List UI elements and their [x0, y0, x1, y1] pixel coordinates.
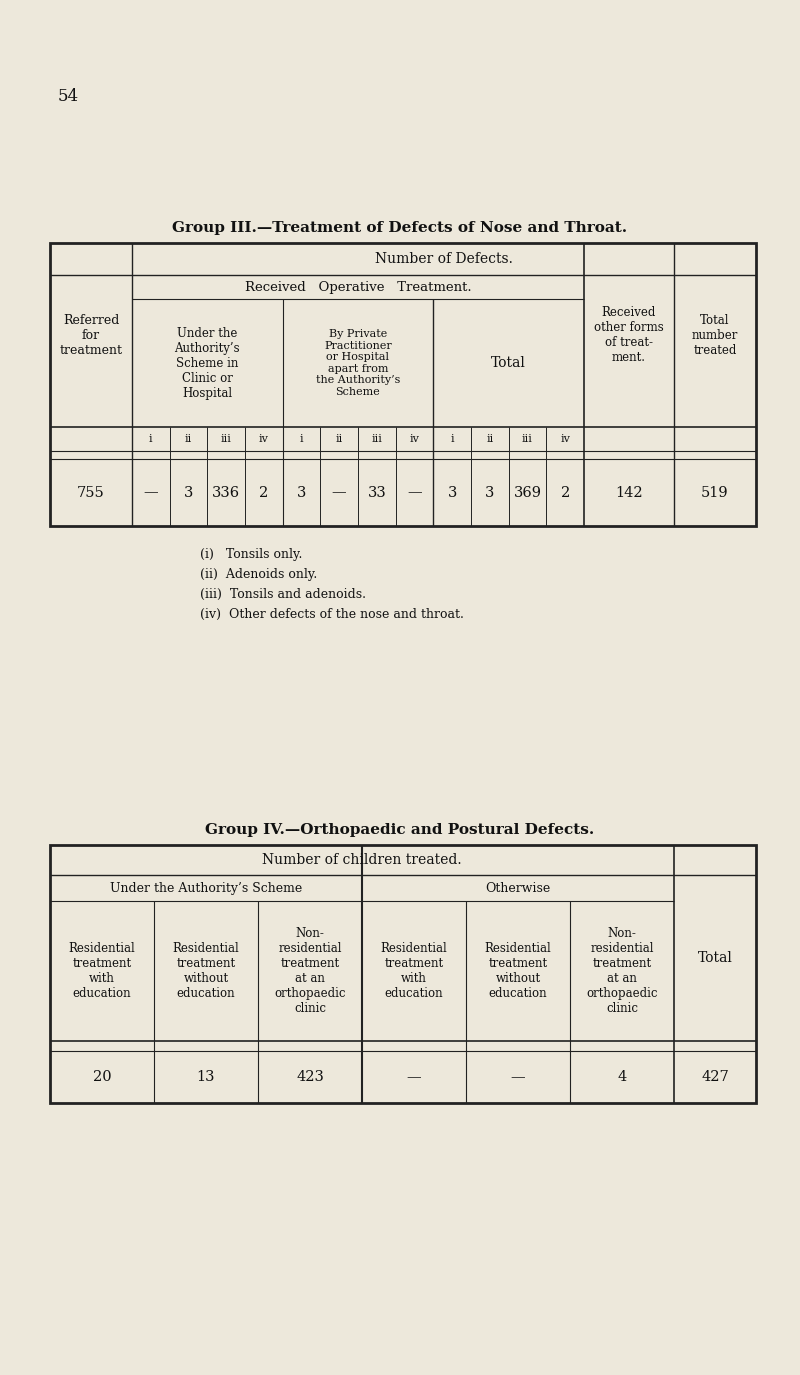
- Text: Total
number
treated: Total number treated: [692, 314, 738, 356]
- Text: 2: 2: [259, 485, 269, 499]
- Text: Total: Total: [698, 951, 733, 965]
- Text: Residential
treatment
without
education: Residential treatment without education: [173, 942, 239, 1000]
- Bar: [50, 846, 756, 1103]
- Text: iv: iv: [259, 434, 269, 444]
- Text: —: —: [143, 485, 158, 499]
- Text: Non-
residential
treatment
at an
orthopaedic
clinic: Non- residential treatment at an orthopa…: [274, 927, 346, 1015]
- Text: i: i: [149, 434, 153, 444]
- Text: 33: 33: [367, 485, 386, 499]
- Text: —: —: [407, 485, 422, 499]
- Text: Group III.—Treatment of Defects of Nose and Throat.: Group III.—Treatment of Defects of Nose …: [173, 221, 627, 235]
- Text: Under the Authority’s Scheme: Under the Authority’s Scheme: [110, 881, 302, 895]
- Text: 4: 4: [618, 1070, 626, 1084]
- Text: ii: ii: [335, 434, 342, 444]
- Text: Residential
treatment
with
education: Residential treatment with education: [381, 942, 447, 1000]
- Text: 2: 2: [561, 485, 570, 499]
- Text: 13: 13: [197, 1070, 215, 1084]
- Text: —: —: [332, 485, 346, 499]
- Text: —: —: [406, 1070, 422, 1084]
- Text: Non-
residential
treatment
at an
orthopaedic
clinic: Non- residential treatment at an orthopa…: [586, 927, 658, 1015]
- Text: 369: 369: [514, 485, 542, 499]
- Text: Number of Defects.: Number of Defects.: [375, 252, 513, 265]
- Text: iv: iv: [410, 434, 419, 444]
- Text: 3: 3: [447, 485, 457, 499]
- Text: 3: 3: [297, 485, 306, 499]
- Text: Group IV.—Orthopaedic and Postural Defects.: Group IV.—Orthopaedic and Postural Defec…: [206, 824, 594, 837]
- Text: 755: 755: [77, 485, 105, 499]
- Text: Residential
treatment
with
education: Residential treatment with education: [69, 942, 135, 1000]
- Text: iii: iii: [221, 434, 232, 444]
- Text: 3: 3: [485, 485, 494, 499]
- Text: 423: 423: [296, 1070, 324, 1084]
- Text: (ii)  Adenoids only.: (ii) Adenoids only.: [200, 568, 318, 580]
- Text: i: i: [450, 434, 454, 444]
- Text: 142: 142: [615, 485, 643, 499]
- Text: Total: Total: [491, 356, 526, 370]
- Text: ii: ii: [486, 434, 494, 444]
- Text: By Private
Practitioner
or Hospital
apart from
the Authority’s
Scheme: By Private Practitioner or Hospital apar…: [316, 329, 400, 397]
- Text: 427: 427: [701, 1070, 729, 1084]
- Text: Received   Operative   Treatment.: Received Operative Treatment.: [245, 280, 471, 293]
- Text: (i)   Tonsils only.: (i) Tonsils only.: [200, 547, 302, 561]
- Text: iii: iii: [522, 434, 533, 444]
- Text: 20: 20: [93, 1070, 111, 1084]
- Text: i: i: [300, 434, 303, 444]
- Text: (iv)  Other defects of the nose and throat.: (iv) Other defects of the nose and throa…: [200, 608, 464, 620]
- Text: 336: 336: [212, 485, 240, 499]
- Bar: [50, 243, 756, 527]
- Text: 3: 3: [184, 485, 193, 499]
- Text: (iii)  Tonsils and adenoids.: (iii) Tonsils and adenoids.: [200, 587, 366, 601]
- Text: 54: 54: [58, 88, 79, 104]
- Text: Received
other forms
of treat-
ment.: Received other forms of treat- ment.: [594, 307, 664, 364]
- Text: Under the
Authority’s
Scheme in
Clinic or
Hospital: Under the Authority’s Scheme in Clinic o…: [174, 326, 240, 400]
- Text: —: —: [510, 1070, 526, 1084]
- Text: iii: iii: [371, 434, 382, 444]
- Text: 519: 519: [701, 485, 729, 499]
- Text: iv: iv: [560, 434, 570, 444]
- Text: Residential
treatment
without
education: Residential treatment without education: [485, 942, 551, 1000]
- Text: Number of children treated.: Number of children treated.: [262, 852, 462, 868]
- Text: Otherwise: Otherwise: [486, 881, 550, 895]
- Text: ii: ii: [185, 434, 192, 444]
- Text: Referred
for
treatment: Referred for treatment: [59, 314, 122, 356]
